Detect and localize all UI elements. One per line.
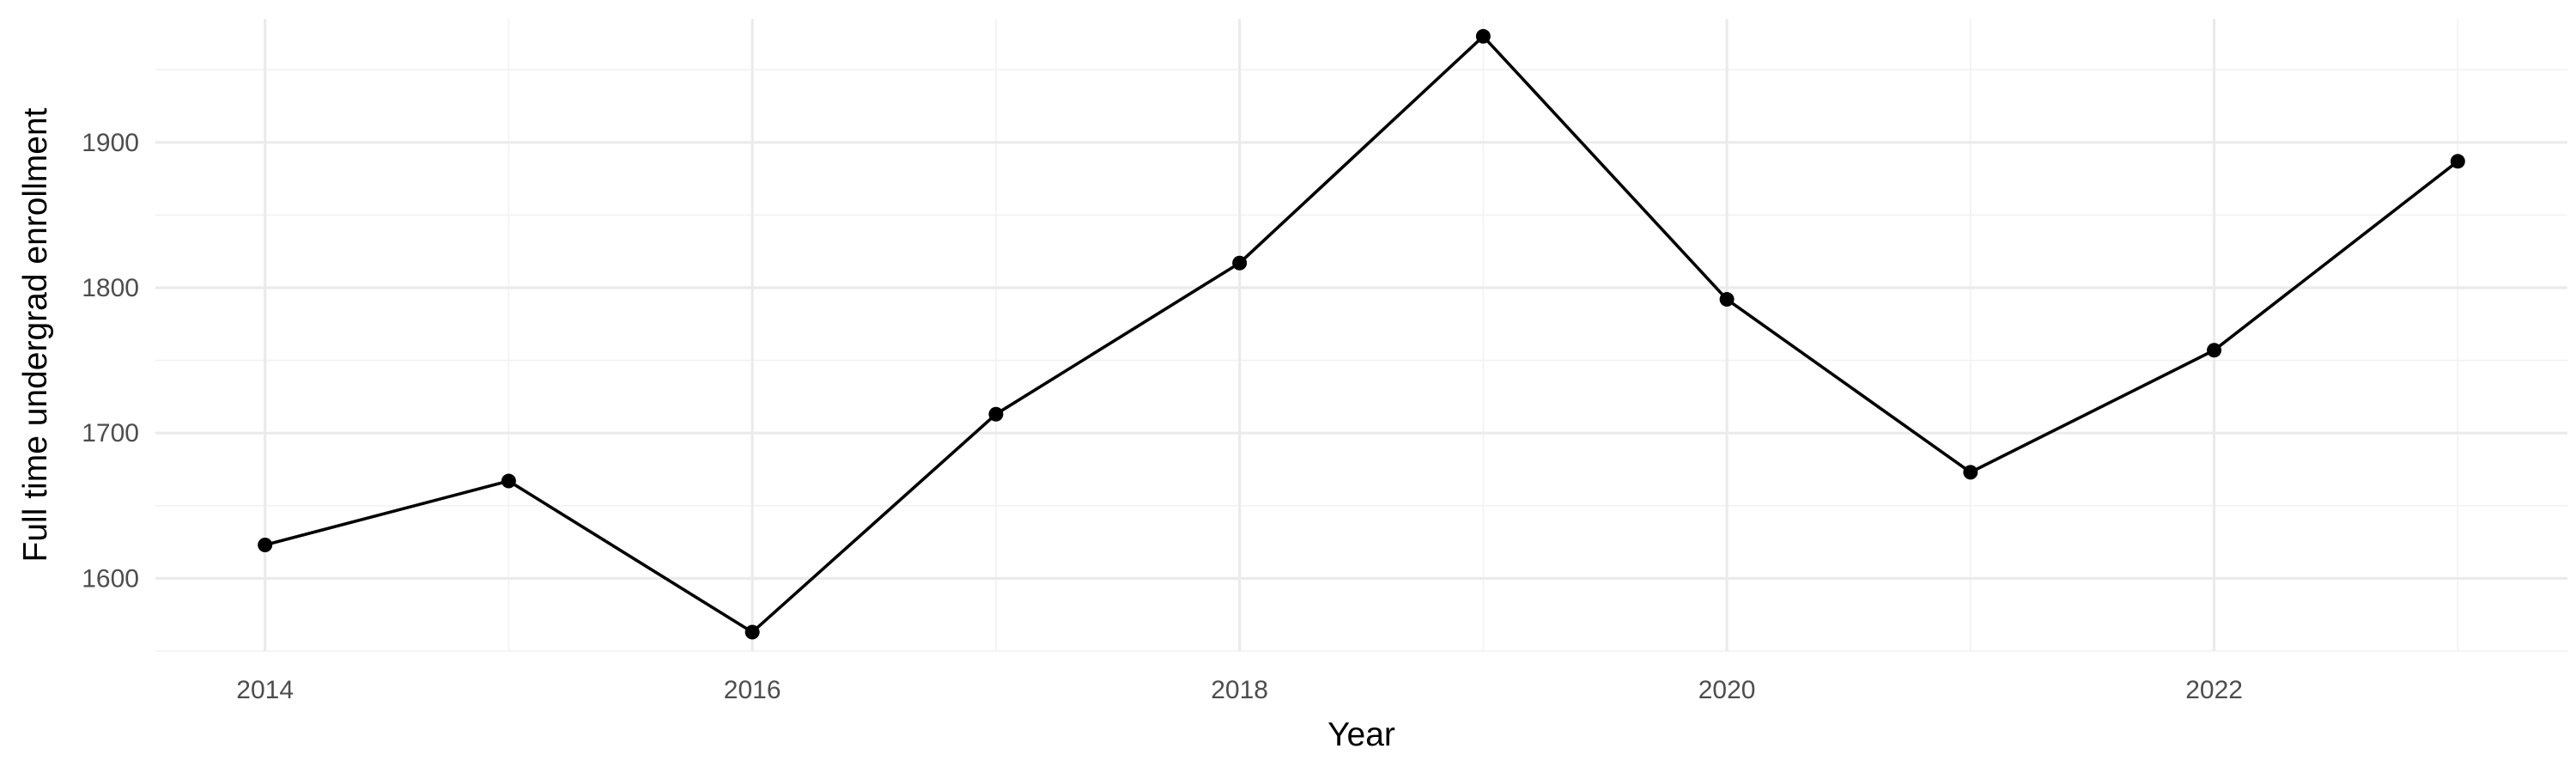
- x-axis-tick-labels: 2014 2016 2018 2020 2022: [236, 676, 2243, 704]
- x-tick-label: 2020: [1698, 676, 1756, 704]
- data-point: [2450, 154, 2465, 169]
- series-points: [258, 28, 2465, 640]
- series-line: [264, 34, 2459, 634]
- y-tick-label: 1900: [82, 129, 139, 157]
- y-tick-label: 1600: [82, 564, 139, 593]
- data-point: [1963, 465, 1978, 480]
- y-axis-title: Full time undergrad enrollment: [17, 107, 54, 562]
- minor-gridlines: [155, 19, 2567, 652]
- data-point: [501, 473, 516, 489]
- y-axis-tick-labels: 1600 1700 1800 1900: [82, 129, 139, 593]
- x-axis-title: Year: [1327, 716, 1395, 753]
- y-tick-label: 1700: [82, 419, 139, 447]
- data-point: [258, 537, 273, 552]
- data-point: [744, 624, 760, 640]
- data-point: [1475, 28, 1491, 44]
- x-tick-label: 2016: [724, 676, 781, 704]
- x-tick-label: 2022: [2185, 676, 2243, 704]
- data-point: [2207, 343, 2222, 358]
- data-point: [988, 406, 1004, 422]
- data-point: [1232, 255, 1248, 271]
- series-lines: [264, 34, 2459, 634]
- x-tick-label: 2014: [236, 676, 294, 704]
- x-tick-label: 2018: [1211, 676, 1268, 704]
- data-point: [1719, 292, 1735, 307]
- y-tick-label: 1800: [82, 274, 139, 302]
- major-gridlines: [155, 19, 2567, 651]
